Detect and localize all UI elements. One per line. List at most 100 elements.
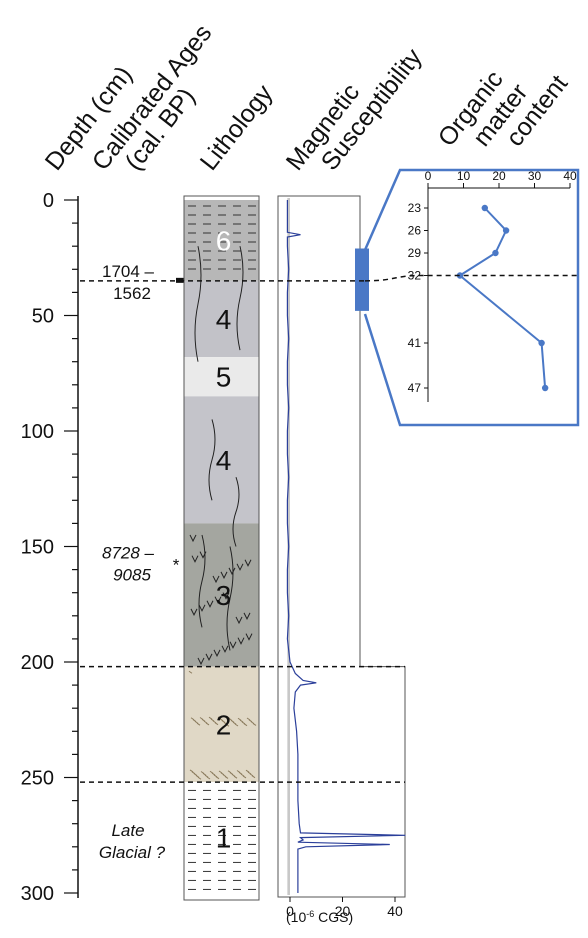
lithology-texture bbox=[221, 645, 229, 653]
lithology-texture bbox=[218, 770, 223, 774]
magnetic-susceptibility-panel: 0 20 40 (10-6 CGS) bbox=[277, 195, 406, 925]
lithology-unit-label: 4 bbox=[216, 304, 232, 335]
lithology-unit-label: 3 bbox=[216, 580, 232, 611]
lithology-unit bbox=[184, 523, 259, 667]
lithology-texture bbox=[229, 641, 237, 649]
age-label-line2: 1562 bbox=[113, 284, 151, 303]
depth-tick-label: 150 bbox=[21, 537, 54, 559]
lithology-texture bbox=[227, 770, 232, 774]
ms-x-tick-label: 20 bbox=[335, 903, 351, 919]
ms-unit-label: (10-6 CGS) bbox=[286, 909, 353, 925]
lithology-texture bbox=[226, 716, 231, 720]
om-y-tick-label: 47 bbox=[408, 381, 422, 395]
lithology-texture bbox=[237, 637, 245, 645]
lithology-unit bbox=[184, 280, 259, 358]
lithology-texture bbox=[191, 555, 199, 563]
om-data-point bbox=[456, 272, 464, 279]
lithology-texture bbox=[194, 246, 202, 362]
lithology-texture bbox=[209, 770, 214, 774]
lithology-unit bbox=[184, 357, 259, 397]
lithology-texture bbox=[190, 608, 198, 616]
lithology-texture bbox=[198, 534, 206, 628]
lithology-texture bbox=[232, 477, 240, 547]
lithology-texture bbox=[212, 575, 220, 584]
lithology-texture bbox=[246, 717, 251, 721]
lithology-unit-label: 5 bbox=[216, 362, 232, 393]
lithology-texture bbox=[205, 653, 213, 662]
depth-tick-label: 300 bbox=[21, 883, 54, 905]
age-annotations: 1704 – 1562 8728 – 9085 * Late Glacial ? bbox=[99, 262, 185, 862]
age-marker: * bbox=[173, 556, 180, 575]
lithology-texture bbox=[190, 717, 195, 721]
depth-axis: 0 50 100 150 200 250 300 bbox=[21, 190, 79, 905]
lithology-texture bbox=[198, 604, 206, 612]
organic-matter-series bbox=[458, 207, 547, 389]
magnetic-susceptibility-series bbox=[286, 200, 406, 893]
om-data-point bbox=[541, 384, 549, 392]
om-x-tick-label: 20 bbox=[492, 169, 506, 183]
lithology-texture bbox=[208, 716, 213, 720]
depth-tick-label: 50 bbox=[32, 306, 54, 328]
organic-matter-inset: 0 10 20 30 40 23 26 29 32 41 47 bbox=[363, 168, 580, 427]
lithology-texture bbox=[208, 419, 216, 501]
depth-tick-label: 100 bbox=[21, 421, 54, 443]
ms-x-tick-label: 0 bbox=[286, 903, 294, 919]
om-y-tick-label: 32 bbox=[408, 269, 422, 283]
unit-boundaries bbox=[80, 274, 578, 783]
lithology-frame bbox=[183, 195, 260, 901]
lithology-texture bbox=[206, 600, 214, 608]
ms-x-tick-label: 40 bbox=[387, 903, 403, 919]
organic-sample-interval-bar bbox=[355, 248, 369, 311]
lithology-unit-label: 2 bbox=[216, 709, 232, 740]
om-data-point bbox=[481, 204, 488, 212]
lithology-header: Lithology bbox=[195, 79, 279, 175]
lithology-texture bbox=[228, 567, 236, 575]
age-label-line1: Late bbox=[111, 821, 144, 840]
om-y-tick-label: 26 bbox=[408, 224, 422, 238]
lithology-texture bbox=[199, 717, 204, 720]
inset-callout-frame bbox=[363, 168, 580, 427]
lithology-unit bbox=[184, 782, 259, 893]
lithology-texture bbox=[213, 649, 221, 657]
om-data-point bbox=[492, 249, 499, 257]
lithology-texture bbox=[244, 559, 252, 567]
om-y-tick-label: 41 bbox=[408, 336, 422, 350]
lithology-texture bbox=[217, 716, 222, 720]
depth-tick-label: 200 bbox=[21, 652, 54, 674]
lithology-texture bbox=[226, 546, 234, 651]
lithology-texture bbox=[237, 717, 242, 721]
om-x-tick-label: 10 bbox=[457, 169, 471, 183]
depth-tick-label: 0 bbox=[43, 190, 54, 212]
age-label-line2: Glacial ? bbox=[99, 843, 166, 862]
lithology-unit bbox=[184, 396, 259, 524]
lithology-texture bbox=[222, 592, 230, 600]
lithology-texture bbox=[200, 771, 205, 774]
lithology-unit-label: 6 bbox=[216, 225, 232, 256]
lithology-texture bbox=[235, 616, 243, 625]
lithology-texture bbox=[236, 770, 241, 773]
column-headers: Depth (cm) Calibrated Ages (cal. BP) Lit… bbox=[40, 19, 574, 175]
lithology-unit-label: 1 bbox=[216, 823, 232, 854]
om-y-tick-label: 29 bbox=[408, 246, 422, 260]
lithology-unit bbox=[184, 200, 259, 281]
om-y-tick-label: 23 bbox=[408, 201, 422, 215]
lithology-texture bbox=[245, 769, 250, 773]
lithology-texture bbox=[189, 534, 197, 543]
lithology-texture bbox=[243, 612, 251, 621]
depth-tick-label: 250 bbox=[21, 768, 54, 790]
lithology-texture bbox=[189, 769, 194, 773]
om-x-tick-label: 0 bbox=[425, 169, 432, 183]
lithology-texture bbox=[220, 571, 228, 580]
age-label-line1: 1704 – bbox=[102, 262, 155, 281]
ms-panel-frame bbox=[277, 195, 406, 898]
lithology-texture bbox=[197, 657, 205, 666]
lithology-texture bbox=[245, 633, 253, 641]
lithology-texture bbox=[236, 563, 244, 571]
lithology-texture bbox=[188, 670, 193, 674]
lithology-unit-label: 4 bbox=[216, 445, 232, 476]
lithology-unit bbox=[184, 666, 259, 783]
unit-boundary-inset-line bbox=[364, 274, 578, 282]
lithology-texture bbox=[236, 246, 244, 351]
om-x-tick-label: 30 bbox=[528, 169, 542, 183]
